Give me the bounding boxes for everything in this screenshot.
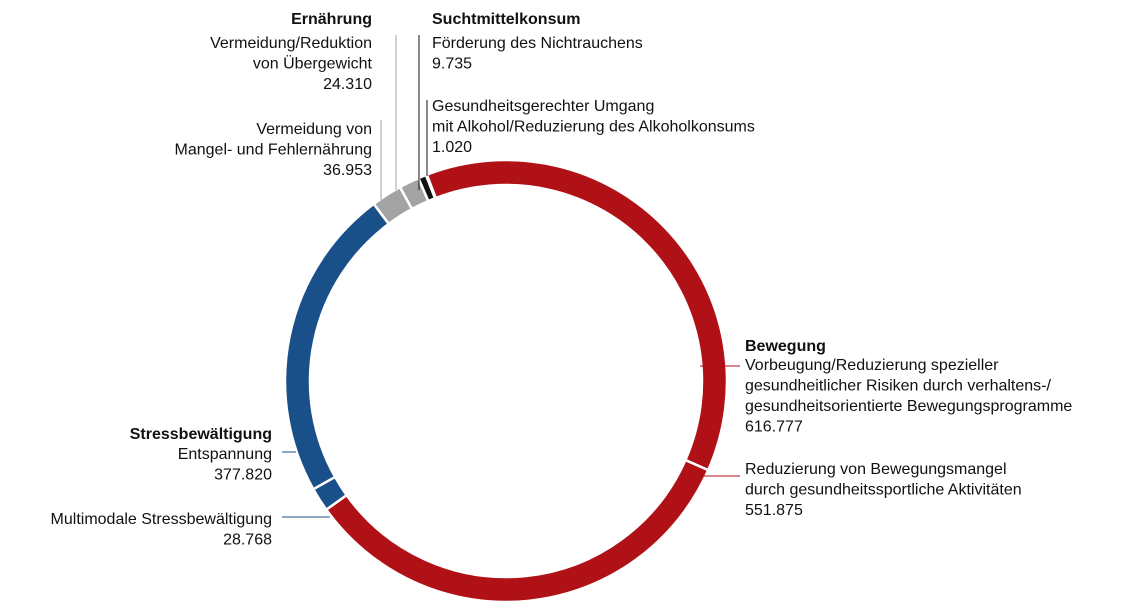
donut-segment [283, 202, 391, 491]
value-label: 36.953 [323, 162, 372, 179]
segment-label: Reduzierung von Bewegungsmangel [745, 461, 1007, 478]
donut-segment [425, 158, 729, 472]
segment-label: mit Alkohol/Reduzierung des Alkoholkonsu… [432, 119, 755, 136]
group-heading: Bewegung [745, 338, 826, 355]
group-heading: Ernährung [291, 11, 372, 28]
value-label: 1.020 [432, 139, 472, 156]
segment-label: Förderung des Nichtrauchens [432, 35, 643, 52]
value-label: 28.768 [223, 532, 272, 549]
group-heading: Suchtmittelkonsum [432, 11, 580, 28]
value-label: 9.735 [432, 56, 472, 73]
donut-segment [424, 173, 438, 200]
value-label: 551.875 [745, 502, 803, 519]
segment-label: Multimodale Stressbewältigung [51, 511, 272, 528]
value-label: 377.820 [214, 467, 272, 484]
segment-label: Mangel- und Fehlernährung [175, 142, 372, 159]
segment-label: von Übergewicht [253, 55, 373, 73]
segment-label: gesundheitlicher Risiken durch verhalten… [745, 378, 1051, 395]
segment-label: Vermeidung/Reduktion [210, 35, 372, 52]
segment-label: Vermeidung von [256, 121, 372, 138]
segment-label: Gesundheitsgerechter Umgang [432, 98, 654, 115]
segment-label: Entspannung [178, 446, 272, 463]
value-label: 24.310 [323, 76, 372, 93]
donut-segment [324, 458, 710, 601]
segment-label: durch gesundheitssportliche Aktivitäten [745, 482, 1022, 499]
group-heading: Stressbewältigung [130, 426, 272, 443]
segment-label: gesundheitsorientierte Bewegungsprogramm… [745, 398, 1072, 415]
segment-label: Vorbeugung/Reduzierung spezieller [745, 357, 999, 374]
value-label: 616.777 [745, 419, 803, 436]
